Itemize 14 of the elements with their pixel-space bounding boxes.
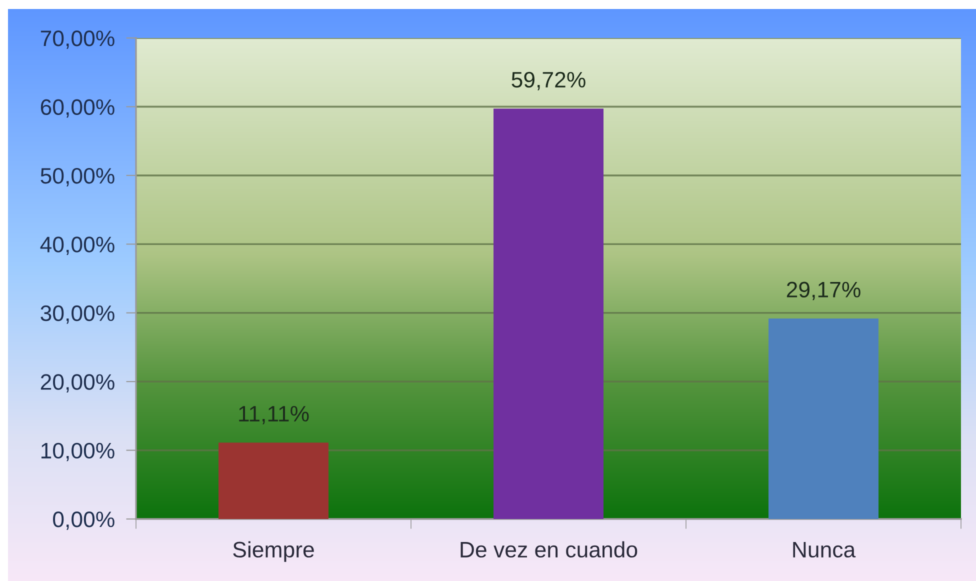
y-tick-label: 40,00% <box>40 236 114 256</box>
y-tick-label: 70,00% <box>40 30 114 49</box>
y-tick-label: 10,00% <box>41 442 114 462</box>
x-tick-label: Nunca <box>793 542 856 558</box>
x-tick-label: Siempre <box>233 541 314 562</box>
data-label: 11,11% <box>239 406 309 424</box>
y-tick-label: 50,00% <box>40 168 114 186</box>
data-label: 29,17% <box>786 282 860 300</box>
y-tick-label: 30,00% <box>40 305 114 324</box>
x-tick-label: De vez en cuando <box>460 541 638 558</box>
data-label: 59,72% <box>512 72 586 90</box>
y-tick-label: 60,00% <box>40 99 114 118</box>
y-tick-label: 0,00% <box>53 512 114 530</box>
y-tick-label: 20,00% <box>40 374 114 392</box>
